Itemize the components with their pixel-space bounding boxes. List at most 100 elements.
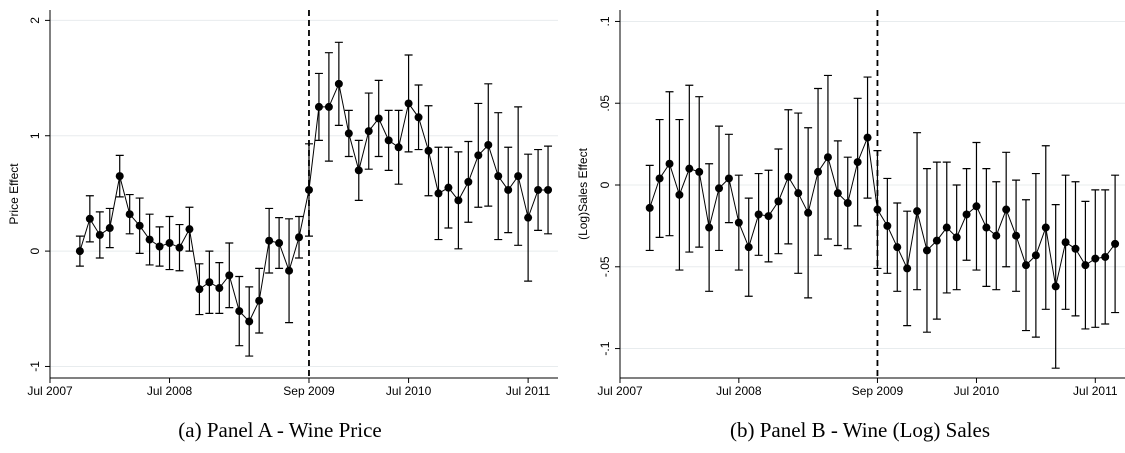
point [544,185,553,194]
point [922,246,931,255]
point [853,158,862,167]
panel: -1 0 1 2 Jul 2007 Jul 2008 Sep 2009 Jul 2010 Jul… [7,10,558,442]
point [754,210,763,219]
point [972,202,981,211]
point [285,266,294,275]
point [145,235,154,244]
x-tick-label: Jul 2011 [1073,384,1118,398]
point [843,198,852,207]
point [992,231,1001,240]
point [1071,244,1080,253]
point [734,218,743,227]
point [105,224,114,233]
point [275,239,284,248]
x-tick-label: Jul 2008 [147,384,193,398]
point [464,177,473,186]
point [314,102,323,111]
point [135,221,144,230]
point [374,114,383,123]
point [125,210,134,219]
y-tick-label: -.05 [598,256,612,277]
x-tick-label: Sep 2009 [283,384,335,398]
point [205,278,214,287]
point [524,213,533,222]
y-tick-label: 0 [28,247,42,254]
x-tick-label: Jul 2007 [27,384,73,398]
point [883,221,892,230]
x-tick-label: Jul 2008 [716,384,762,398]
caption: (b) Panel B - Wine (Log) Sales [730,418,990,442]
point [932,236,941,245]
point [784,172,793,181]
point [265,236,274,245]
y-tick-label: 1 [28,132,42,139]
point [225,271,234,280]
point [514,172,523,181]
point [744,243,753,252]
point [1111,239,1120,248]
point [1041,223,1050,232]
point [655,174,664,183]
point [675,190,684,199]
point [962,210,971,219]
point [1002,205,1011,214]
point [175,243,184,252]
point [304,185,313,194]
point [794,189,803,198]
caption: (a) Panel A - Wine Price [178,418,381,442]
point [494,172,503,181]
point [903,264,912,273]
point [484,140,493,149]
point [1051,282,1060,291]
point [913,207,922,216]
point [1012,231,1021,240]
point [255,296,264,305]
point [324,102,333,111]
point [833,189,842,198]
x-tick-label: Jul 2010 [954,384,1000,398]
point [394,143,403,152]
point [215,284,224,293]
point [354,166,363,175]
point [504,185,513,194]
point [804,208,813,217]
point [474,151,483,160]
point [344,129,353,138]
point [95,230,104,239]
point [1031,251,1040,260]
point [942,223,951,232]
y-tick-label: .1 [598,16,612,26]
point [414,113,423,122]
point [715,184,724,193]
point [1081,261,1090,270]
point [454,196,463,205]
point [295,233,304,242]
point [364,127,373,136]
y-tick-label: -.1 [598,341,612,355]
point [705,223,714,232]
point [434,189,443,198]
point [534,185,543,194]
point [1091,254,1100,263]
point [424,146,433,155]
point [185,225,194,234]
y-tick-label: -1 [28,361,42,372]
y-tick-label: 2 [28,17,42,24]
point [384,136,393,145]
point [444,183,453,192]
x-tick-label: Sep 2009 [852,384,904,398]
point [245,317,254,326]
panel: -.1 -.05 0 .05 .1 Jul 2007 Jul 2008 Sep 2009 Jul… [576,10,1125,442]
x-tick-label: Jul 2011 [506,384,551,398]
y-axis-label: (Log)Sales Effect [576,147,590,239]
y-tick-label: .05 [598,95,612,112]
point [85,214,94,223]
y-axis-label: Price Effect [7,163,21,225]
point [165,239,174,248]
point [863,133,872,142]
point [1021,261,1030,270]
point [893,243,902,252]
point [404,99,413,108]
point [764,212,773,221]
